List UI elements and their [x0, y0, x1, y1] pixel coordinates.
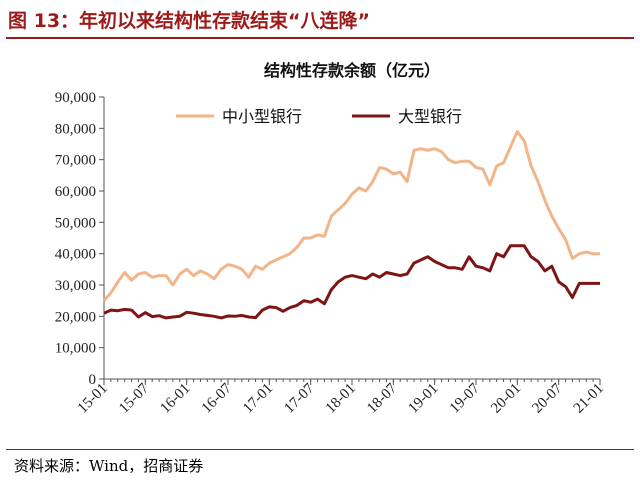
- y-tick-label: 10,000: [55, 341, 96, 357]
- y-tick-label: 70,000: [55, 153, 96, 169]
- x-tick-label: 20-01: [488, 381, 524, 417]
- y-tick-label: 80,000: [55, 121, 96, 137]
- x-tick-label: 18-07: [364, 380, 400, 416]
- series-line-small-medium-banks: [102, 130, 600, 302]
- x-tick-label: 19-01: [405, 381, 441, 417]
- x-tick-label: 20-07: [529, 380, 565, 416]
- y-tick-label: 50,000: [55, 215, 96, 231]
- source-rule: [6, 449, 634, 450]
- y-tick-label: 90,000: [55, 90, 96, 106]
- x-tick-label: 17-01: [240, 381, 276, 417]
- y-tick-label: 40,000: [55, 247, 96, 263]
- series-line-large-banks: [103, 244, 600, 320]
- x-tick-label: 17-07: [281, 380, 317, 416]
- source-note: 资料来源：Wind，招商证券: [14, 457, 204, 475]
- x-tick-label: 15-01: [75, 381, 111, 417]
- x-tick-label: 15-07: [116, 380, 152, 416]
- y-tick-label: 30,000: [55, 278, 96, 294]
- x-axis: 15-01 15-07 16-01 16-07 17-01 17-07 18-01 18-07…: [75, 378, 607, 417]
- y-tick-label: 60,000: [55, 184, 96, 200]
- series-lines: [102, 130, 600, 320]
- x-tick-label: 16-01: [157, 381, 193, 417]
- legend-label: 中小型银行: [222, 107, 302, 126]
- x-tick-label: 19-07: [447, 380, 483, 416]
- y-tick-label: 20,000: [55, 309, 96, 325]
- legend: 中小型银行 大型银行: [176, 107, 462, 126]
- y-axis: 0 10,000 20,000 30,000 40,000 50,000 60,000 70,…: [55, 90, 105, 388]
- title-rule: [6, 37, 634, 39]
- y-tick-label: 0: [89, 372, 97, 388]
- x-tick-label: 18-01: [323, 381, 359, 417]
- x-tick-label: 21-01: [571, 381, 607, 417]
- legend-label: 大型银行: [398, 107, 462, 126]
- chart-title: 结构性存款余额（亿元）: [263, 61, 440, 80]
- figure-title: 图 13：年初以来结构性存款结束“八连降”: [8, 10, 371, 32]
- x-tick-label: 16-07: [199, 380, 235, 416]
